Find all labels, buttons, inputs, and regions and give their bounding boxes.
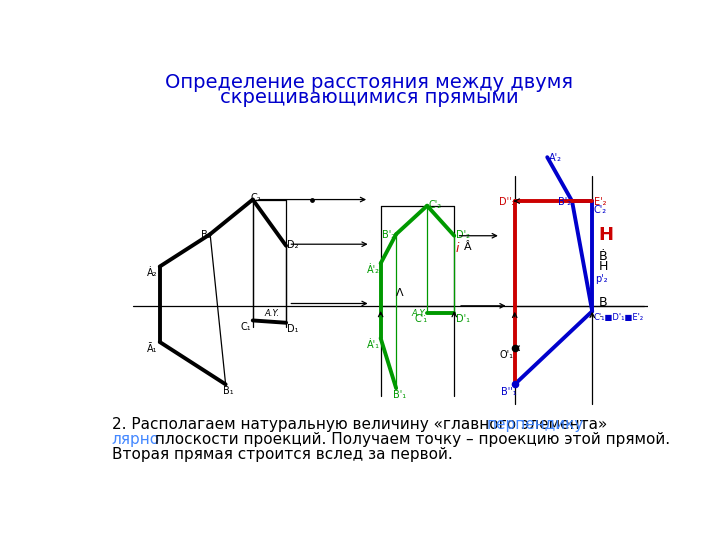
Point (509, 344, 521, 353)
Text: Вторая прямая строится вслед за первой.: Вторая прямая строится вслед за первой. (112, 447, 452, 462)
Text: A'₂: A'₂ (549, 153, 562, 163)
Text: B₁: B₁ (222, 386, 233, 396)
Text: p'₂: p'₂ (595, 274, 608, 284)
Text: 2. Располагаем натуральную величину «главного элемента»: 2. Располагаем натуральную величину «гла… (112, 417, 612, 433)
Text: A.Y.: A.Y. (412, 309, 427, 318)
Text: C'₁■D'₁■E'₂: C'₁■D'₁■E'₂ (594, 313, 644, 322)
Text: D'₂: D'₂ (456, 231, 470, 240)
Text: O'₁: O'₁ (499, 350, 513, 360)
Text: C'₁: C'₁ (415, 314, 428, 325)
Text: Ȧ'₁: Ȧ'₁ (366, 340, 379, 350)
Text: E'₂: E'₂ (594, 197, 606, 207)
Text: Â: Â (464, 242, 471, 252)
Text: Ā₁: Ā₁ (147, 343, 157, 354)
Text: Ḃ: Ḃ (598, 249, 607, 262)
Text: B'₂: B'₂ (382, 231, 395, 240)
Point (307, 195, 318, 204)
Text: Ȧ₂: Ȧ₂ (147, 268, 157, 278)
Text: H: H (598, 226, 613, 245)
Text: перпендику: перпендику (487, 417, 584, 433)
Text: B: B (598, 296, 607, 309)
Text: B''₁: B''₁ (500, 387, 516, 397)
Text: i: i (456, 242, 459, 255)
Text: Λ: Λ (396, 288, 404, 298)
Text: D₁: D₁ (287, 325, 298, 334)
Text: C₂: C₂ (251, 193, 261, 204)
Text: C'₂: C'₂ (428, 200, 442, 210)
Text: D''₂: D''₂ (499, 197, 516, 207)
Text: B'₁: B'₁ (393, 390, 406, 400)
Text: H: H (598, 260, 608, 273)
Text: лярно: лярно (112, 432, 160, 447)
Text: B'₂: B'₂ (558, 197, 571, 207)
Point (509, 380, 521, 389)
Text: Ȧ'₂: Ȧ'₂ (366, 265, 379, 275)
Text: C'₂: C'₂ (594, 205, 607, 215)
Text: Определение расстояния между двумя: Определение расстояния между двумя (165, 72, 573, 91)
Text: .: . (598, 307, 603, 320)
Text: B₂: B₂ (201, 231, 212, 240)
Text: скрещивающимися прямыми: скрещивающимися прямыми (220, 88, 518, 107)
Text: плоскости проекций. Получаем точку – проекцию этой прямой.: плоскости проекций. Получаем точку – про… (150, 432, 670, 447)
Text: D'₁: D'₁ (456, 314, 470, 325)
Text: C₁: C₁ (240, 322, 251, 332)
Text: A.Y.: A.Y. (264, 309, 279, 318)
Text: D₂: D₂ (287, 240, 298, 251)
